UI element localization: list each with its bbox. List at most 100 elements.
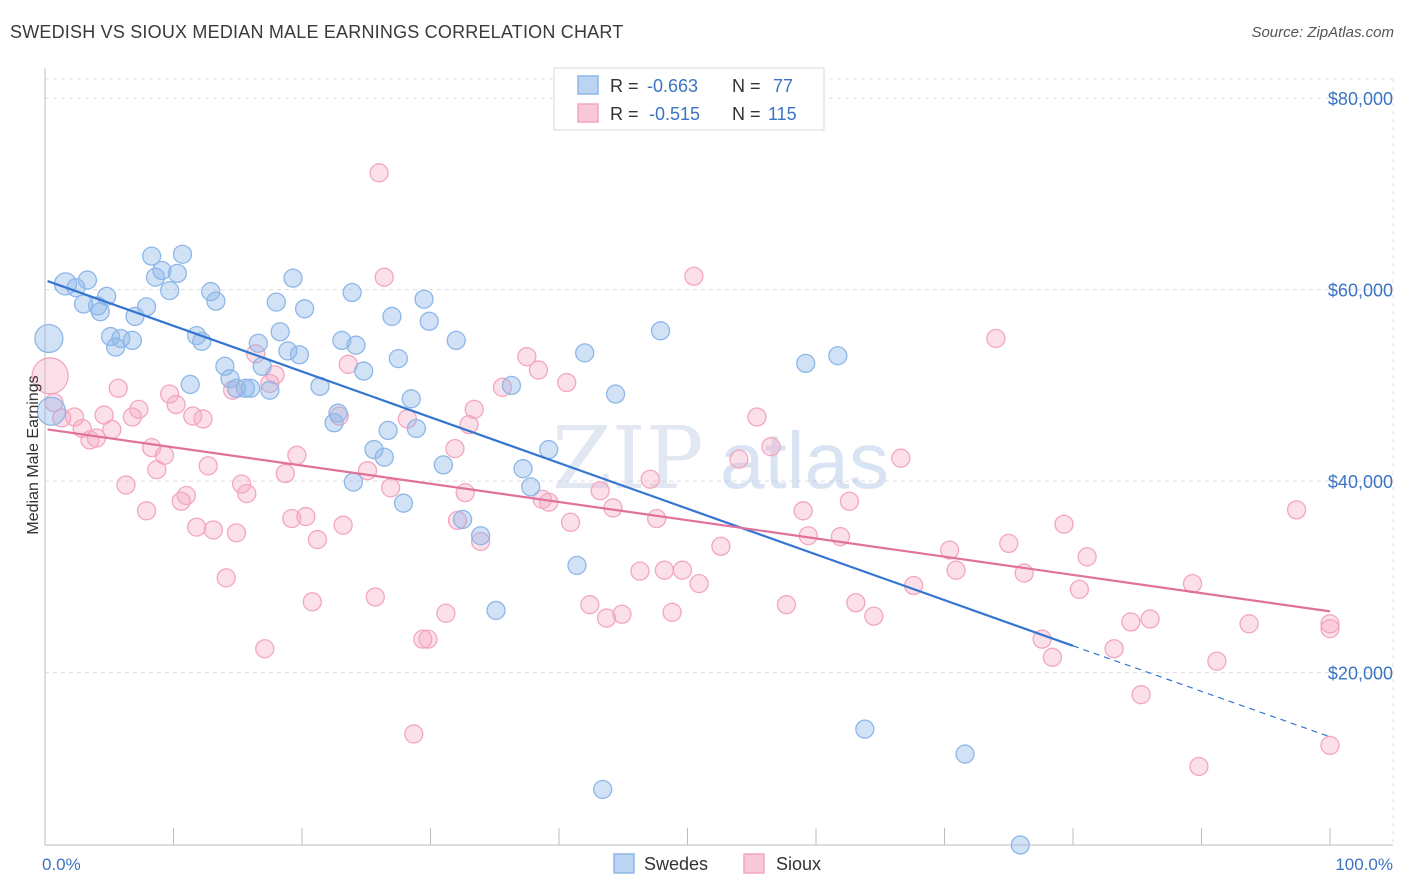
swedes-point: [593, 779, 613, 800]
sioux-point: [557, 372, 577, 393]
sioux-point: [580, 595, 600, 615]
sioux-point: [793, 501, 813, 521]
sioux-point: [864, 606, 884, 626]
grid-lines: [45, 78, 1394, 845]
chart-title: SWEDISH VS SIOUX MEDIAN MALE EARNINGS CO…: [10, 22, 624, 42]
swedes-point: [260, 380, 280, 400]
sioux-point: [282, 508, 302, 529]
sioux-point: [612, 604, 632, 624]
sioux-trend-line: [47, 428, 1331, 613]
y-tick-label-0: $20,000: [1328, 664, 1393, 684]
sioux-point: [374, 267, 394, 287]
sioux-point: [436, 603, 456, 623]
swedes-point: [235, 378, 256, 398]
sioux-point: [203, 520, 223, 540]
legend-swatch-sioux: [577, 103, 599, 123]
series-legend: Swedes Sioux: [613, 853, 821, 874]
sioux-point: [761, 437, 781, 457]
legend-r-label-2: R =: [610, 104, 639, 124]
swedes-point: [34, 323, 64, 354]
sioux-point: [1131, 685, 1151, 705]
sioux-point: [116, 475, 136, 495]
sioux-point: [1104, 639, 1124, 659]
sioux-point: [1320, 614, 1340, 634]
swedes-point: [270, 322, 290, 342]
swedes-point: [346, 335, 366, 355]
sioux-point: [176, 485, 197, 506]
swedes-point: [77, 270, 98, 290]
source-credit: Source: ZipAtlas.com: [1251, 24, 1394, 41]
sioux-point: [662, 602, 682, 622]
watermark-zip: ZIP: [552, 409, 704, 509]
sioux-point: [159, 384, 180, 404]
sioux-point: [231, 474, 252, 494]
sioux-points: [31, 163, 1340, 777]
sioux-point: [445, 438, 465, 459]
sioux-point: [464, 399, 484, 419]
sioux-point: [986, 328, 1006, 349]
swedes-point: [567, 555, 587, 576]
sioux-point: [171, 491, 191, 511]
swedes-point: [433, 455, 454, 475]
swedes-point: [354, 361, 374, 381]
swedes-point: [378, 420, 398, 441]
sioux-point: [711, 536, 731, 556]
swedes-point: [452, 509, 473, 530]
sioux-point: [186, 517, 207, 537]
x-tick-label-0: 0.0%: [42, 855, 81, 874]
swedes-point: [446, 330, 466, 351]
sioux-point: [729, 449, 749, 469]
y-tick-labels: $20,000 $40,000 $60,000 $80,000: [1328, 89, 1393, 684]
watermark: ZIP atlas: [552, 409, 889, 509]
swedes-point: [575, 343, 595, 363]
swedes-point: [328, 403, 348, 423]
sioux-point: [640, 469, 660, 489]
sioux-point: [776, 595, 797, 615]
swedes-point: [73, 294, 94, 314]
y-tick-label-3: $80,000: [1328, 89, 1393, 109]
swedes-point: [650, 321, 671, 341]
sioux-point: [1069, 579, 1090, 599]
sioux-point: [689, 573, 709, 594]
sioux-point: [846, 593, 866, 613]
swedes-point: [122, 330, 143, 351]
correlation-legend: R = -0.663 N = 77 R = -0.515 N = 115: [553, 67, 825, 131]
swedes-point: [248, 333, 268, 353]
sioux-point: [528, 360, 549, 380]
series-label-swedes: Swedes: [644, 854, 708, 874]
swedes-point: [605, 384, 626, 404]
sioux-point: [946, 560, 966, 580]
sioux-point: [596, 608, 617, 628]
sioux-point: [108, 378, 128, 398]
swedes-point: [539, 439, 559, 460]
sioux-point: [166, 394, 186, 415]
legend-n-value-2: 115: [768, 104, 797, 124]
swedes-point: [414, 289, 434, 309]
legend-n-value-1: 77: [773, 76, 793, 96]
swedes-points: [34, 244, 1030, 855]
swatch-swedes: [613, 853, 635, 874]
sioux-point: [418, 629, 438, 649]
sioux-point: [413, 629, 433, 649]
x-tick-labels: 0.0% 100.0%: [42, 855, 1393, 874]
sioux-point: [647, 508, 667, 529]
sioux-point: [1121, 612, 1141, 632]
sioux-point: [129, 399, 149, 419]
sioux-point: [365, 587, 385, 607]
swedes-point: [521, 477, 541, 497]
sioux-point: [404, 724, 424, 744]
swedes-point: [513, 459, 533, 479]
sioux-point: [333, 515, 353, 535]
swedes-point: [215, 356, 235, 376]
legend-r-label-1: R =: [610, 76, 639, 96]
y-tick-label-1: $40,000: [1328, 472, 1393, 492]
trend-lines: [47, 279, 1331, 738]
swedes-trend-line: [47, 279, 1074, 647]
swedes-point: [364, 439, 384, 460]
sioux-point: [684, 266, 704, 286]
sioux-point: [654, 560, 675, 580]
swedes-point: [324, 413, 344, 433]
sioux-point: [1042, 647, 1063, 667]
swedes-point: [289, 345, 310, 365]
